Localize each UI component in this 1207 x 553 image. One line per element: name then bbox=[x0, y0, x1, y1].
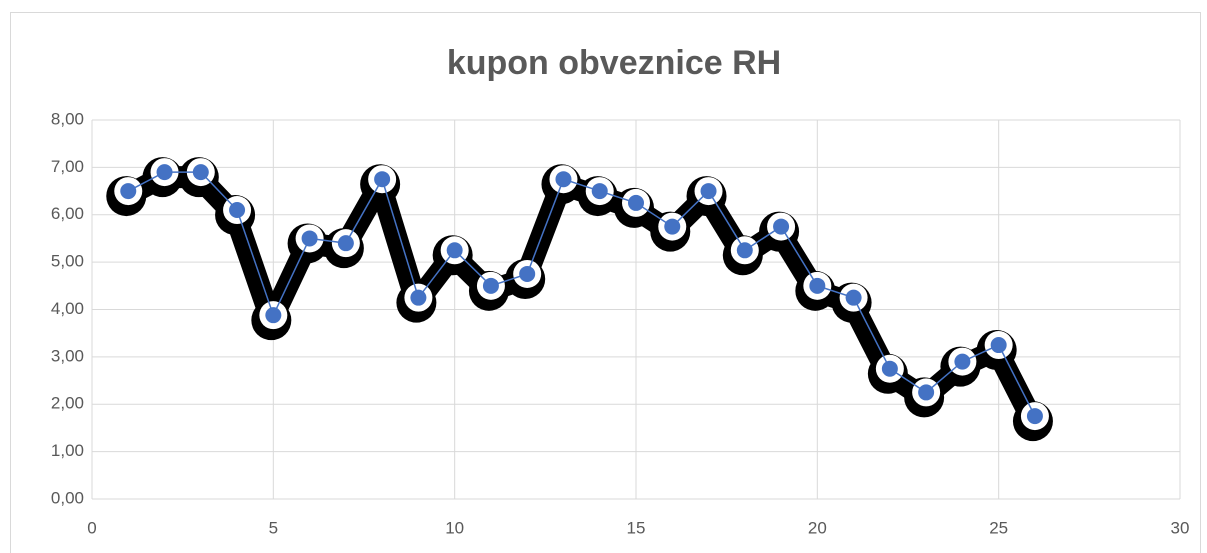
point bbox=[446, 242, 463, 259]
point bbox=[192, 164, 209, 181]
x-tick-label: 25 bbox=[989, 518, 1008, 537]
y-tick-label: 5,00 bbox=[51, 252, 84, 271]
y-tick-label: 8,00 bbox=[51, 109, 84, 128]
point bbox=[374, 171, 391, 188]
y-tick-label: 1,00 bbox=[51, 441, 84, 460]
point bbox=[156, 164, 173, 181]
x-tick-label: 20 bbox=[808, 518, 827, 537]
point bbox=[918, 384, 935, 401]
point bbox=[736, 242, 753, 259]
point bbox=[120, 183, 137, 200]
y-tick-label: 0,00 bbox=[51, 488, 84, 507]
point bbox=[301, 230, 318, 247]
point bbox=[410, 289, 427, 306]
x-tick-label: 5 bbox=[269, 518, 278, 537]
point bbox=[337, 235, 354, 252]
y-tick-label: 3,00 bbox=[51, 346, 84, 365]
point bbox=[809, 277, 826, 294]
point bbox=[555, 171, 572, 188]
point bbox=[700, 183, 717, 200]
chart-title: kupon obveznice RH bbox=[447, 44, 781, 82]
point bbox=[1026, 408, 1043, 425]
point bbox=[954, 353, 971, 370]
y-tick-label: 6,00 bbox=[51, 204, 84, 223]
point bbox=[845, 289, 862, 306]
x-tick-label: 0 bbox=[87, 518, 96, 537]
point bbox=[229, 202, 246, 219]
point bbox=[881, 360, 898, 377]
chart-frame bbox=[10, 12, 1201, 553]
point bbox=[628, 194, 644, 211]
point bbox=[519, 265, 536, 282]
x-tick-label: 10 bbox=[445, 518, 464, 537]
point bbox=[990, 337, 1007, 354]
y-tick-label: 4,00 bbox=[51, 299, 84, 318]
point bbox=[664, 218, 681, 235]
point bbox=[591, 183, 608, 200]
y-tick-label: 7,00 bbox=[51, 157, 84, 176]
series-line bbox=[127, 171, 1036, 417]
y-tick-label: 2,00 bbox=[51, 394, 84, 413]
x-tick-label: 30 bbox=[1171, 518, 1190, 537]
point bbox=[482, 277, 499, 294]
point bbox=[773, 218, 790, 235]
x-tick-label: 15 bbox=[627, 518, 646, 537]
point bbox=[265, 307, 282, 324]
